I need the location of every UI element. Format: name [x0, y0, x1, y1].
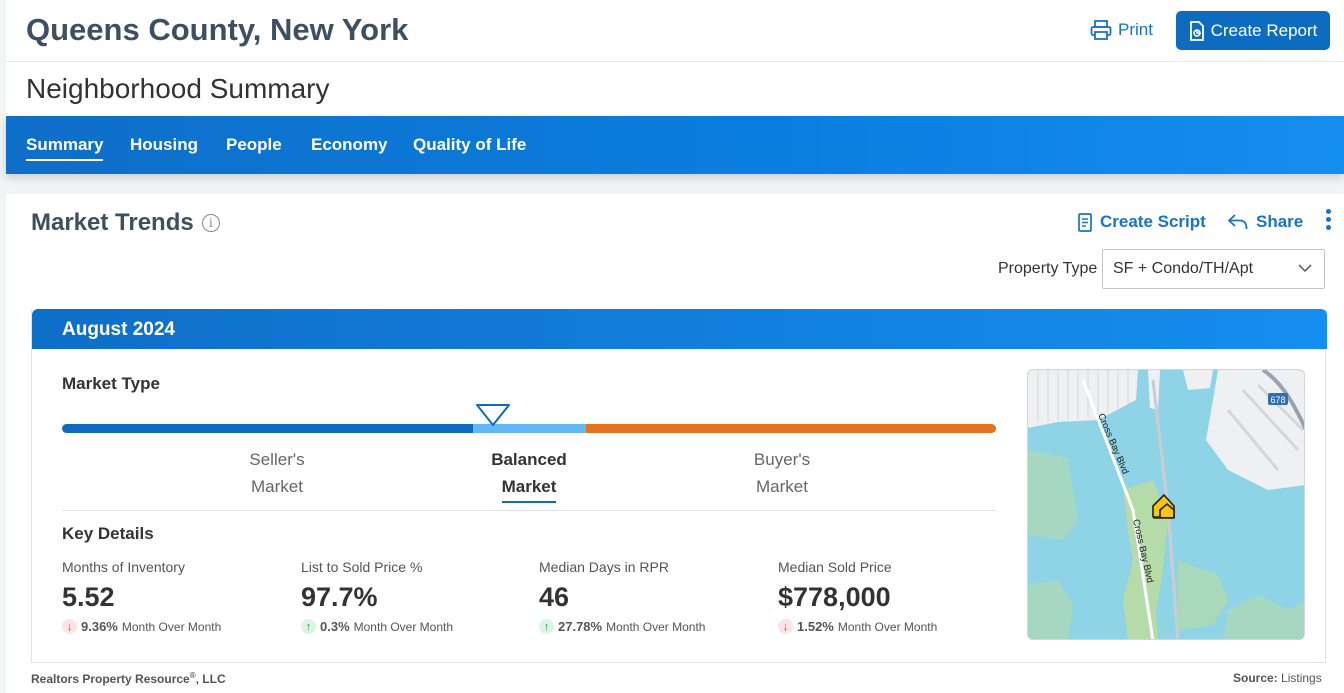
more-options-icon[interactable] — [1324, 209, 1332, 233]
buyers-market-bar — [586, 424, 996, 433]
divider — [62, 510, 996, 511]
share-icon — [1228, 214, 1248, 230]
stat-median-days-in-rpr: Median Days in RPR 46 ↑ 27.78% Month Ove… — [539, 559, 706, 634]
market-trends-heading: Market Trends i — [31, 209, 220, 237]
sellers-market-label: Seller's Market — [249, 450, 305, 496]
key-details-title: Key Details — [62, 524, 154, 543]
stat-median-sold-price: Median Sold Price $778,000 ↓ 1.52% Month… — [778, 559, 938, 634]
print-button[interactable]: Print — [1090, 20, 1153, 40]
create-report-label: Create Report — [1210, 20, 1318, 40]
market-trends-title: Market Trends — [31, 209, 194, 236]
market-type-title: Market Type — [62, 374, 160, 393]
create-script-button[interactable]: Create Script — [1078, 212, 1206, 232]
tab-economy[interactable]: Economy — [311, 135, 388, 154]
market-indicator-icon — [476, 404, 510, 426]
title-row: Queens County, New York Print Create Rep… — [6, 0, 1344, 62]
market-trends-card: Market Trends i Create Script Share Prop… — [6, 194, 1344, 693]
info-icon[interactable]: i — [201, 214, 220, 232]
buyers-market-label: Buyer's Market — [753, 450, 811, 496]
share-button[interactable]: Share — [1228, 212, 1303, 232]
property-type-label: Property Type — [998, 260, 1098, 277]
report-icon — [1189, 20, 1204, 41]
arrow-down-icon: ↓ — [62, 619, 77, 634]
home-marker-icon — [1152, 494, 1175, 519]
share-label: Share — [1256, 212, 1304, 231]
footer-attribution: Realtors Property Resource®, LLC — [31, 671, 226, 686]
balanced-market-bar — [473, 424, 586, 433]
stat-list-to-sold-price: List to Sold Price % 97.7% ↑ 0.3% Month … — [301, 559, 454, 634]
property-type-value: SF + Condo/TH/Apt — [1113, 260, 1254, 277]
tab-summary[interactable]: Summary — [26, 135, 104, 161]
location-map[interactable]: 678 Cross Bay Blvd Cross Bay Blvd — [1027, 369, 1305, 640]
month-label: August 2024 — [62, 319, 175, 340]
document-icon — [1078, 212, 1092, 232]
chevron-down-icon — [1298, 264, 1312, 273]
print-label: Print — [1118, 20, 1153, 39]
page-title: Queens County, New York — [26, 12, 409, 47]
month-header: August 2024 — [32, 309, 1327, 349]
header-card: Queens County, New York Print Create Rep… — [6, 0, 1344, 174]
tab-quality-of-life[interactable]: Quality of Life — [413, 135, 527, 154]
property-type-select[interactable]: SF + Condo/TH/Apt — [1102, 249, 1325, 289]
tab-housing[interactable]: Housing — [130, 135, 198, 154]
stat-months-of-inventory: Months of Inventory 5.52 ↓ 9.36% Month O… — [62, 559, 222, 634]
arrow-up-icon: ↑ — [301, 619, 316, 634]
svg-text:678: 678 — [1270, 395, 1285, 405]
balanced-market-label: Balanced Market — [449, 446, 609, 503]
printer-icon — [1090, 20, 1112, 40]
arrow-up-icon: ↑ — [539, 619, 554, 634]
create-report-button[interactable]: Create Report — [1176, 11, 1330, 50]
tab-people[interactable]: People — [226, 135, 282, 154]
map-graphic: 678 Cross Bay Blvd Cross Bay Blvd — [1028, 370, 1304, 639]
monthly-market-panel: August 2024 Market Type Seller's Market … — [31, 309, 1327, 663]
tab-bar: Summary Housing People Economy Quality o… — [6, 116, 1344, 174]
sellers-market-bar — [62, 424, 473, 433]
page-subtitle: Neighborhood Summary — [26, 73, 330, 104]
create-script-label: Create Script — [1100, 212, 1206, 231]
arrow-down-icon: ↓ — [778, 619, 793, 634]
footer-source: Source: Listings — [1233, 671, 1322, 685]
